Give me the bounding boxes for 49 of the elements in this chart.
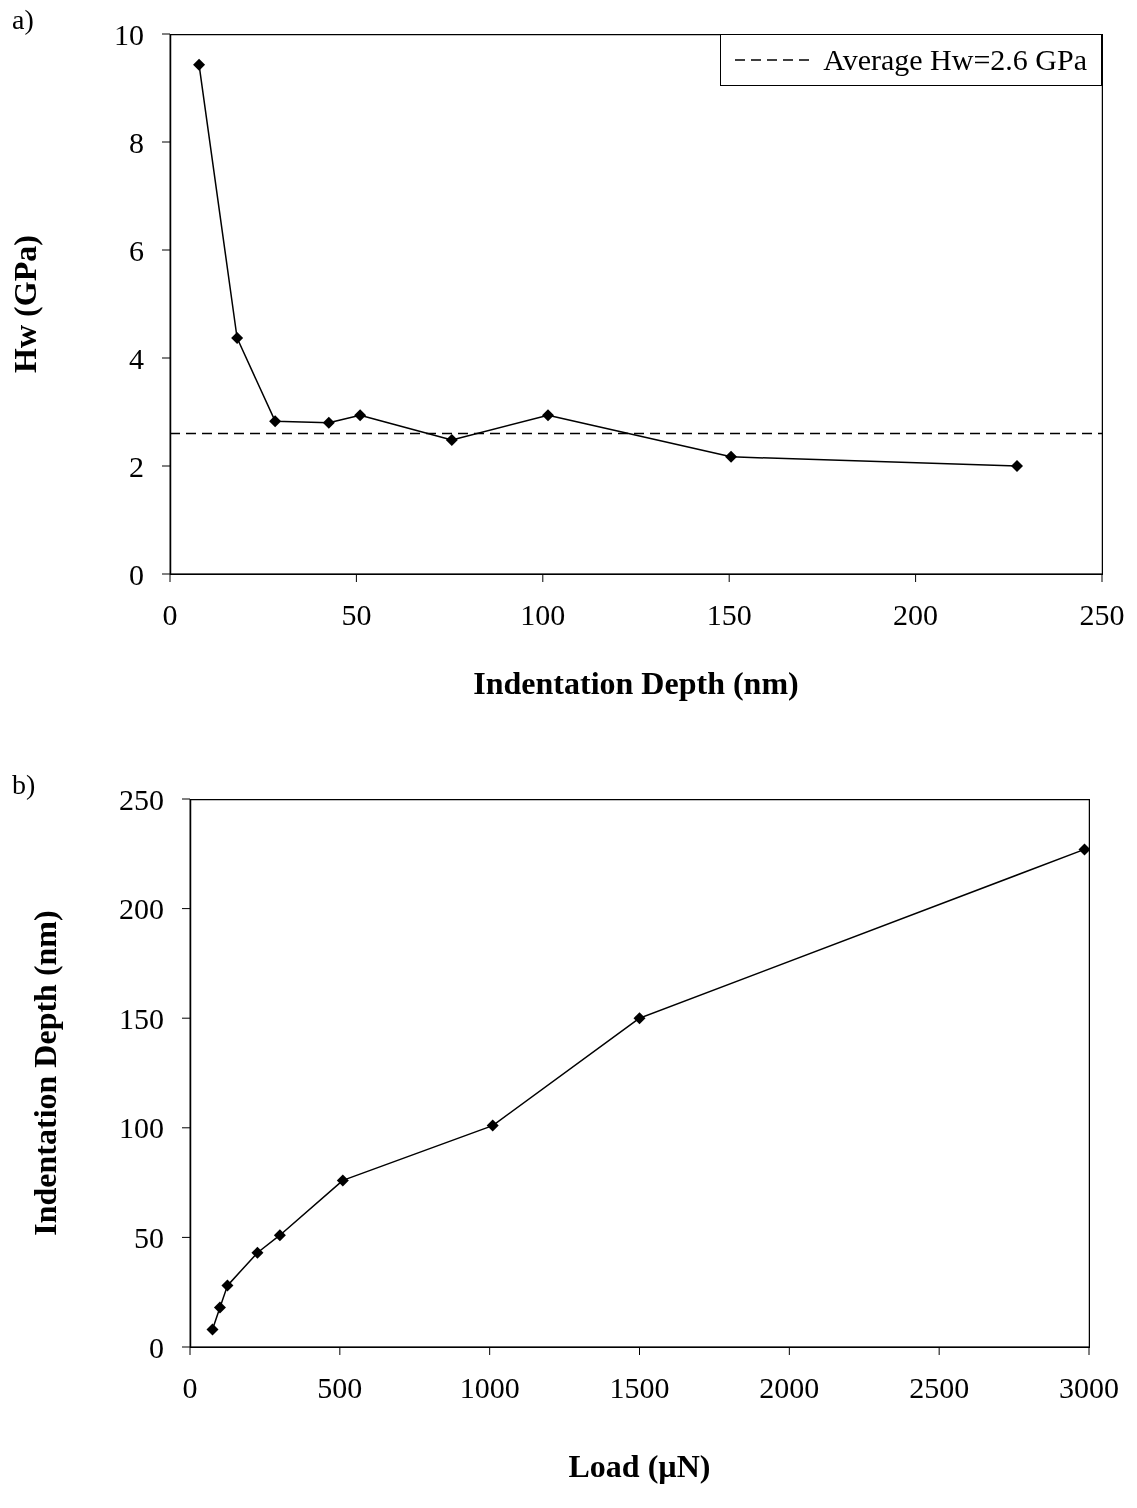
point bbox=[445, 434, 458, 447]
y-axis-title: Indentation Depth (nm) bbox=[27, 910, 64, 1236]
point bbox=[269, 415, 282, 428]
y-tick-label: 0 bbox=[129, 557, 144, 591]
y-tick-label: 200 bbox=[119, 892, 164, 926]
x-tick-label: 250 bbox=[1079, 598, 1125, 632]
legend-label: Average Hw=2.6 GPa bbox=[823, 43, 1087, 77]
point bbox=[273, 1229, 286, 1242]
x-tick-label: 1500 bbox=[609, 1371, 670, 1405]
x-tick-label: 500 bbox=[317, 1371, 363, 1405]
y-tick-label: 50 bbox=[134, 1221, 164, 1255]
x-tick-label: 200 bbox=[893, 598, 939, 632]
x-axis-title: Indentation Depth (nm) bbox=[473, 665, 799, 701]
point bbox=[206, 1323, 219, 1336]
y-tick-label: 150 bbox=[119, 1001, 164, 1035]
x-tick-label: 2000 bbox=[759, 1371, 820, 1405]
x-tick-label: 100 bbox=[520, 598, 566, 632]
point bbox=[251, 1246, 264, 1259]
y-tick-label: 2 bbox=[129, 449, 144, 483]
y-axis-title: Hw (GPa) bbox=[7, 235, 44, 373]
point bbox=[725, 450, 738, 463]
x-tick-label: 0 bbox=[182, 1371, 198, 1405]
x-tick-label: 2500 bbox=[909, 1371, 970, 1405]
point bbox=[1078, 843, 1089, 856]
y-tick-label: 100 bbox=[119, 1111, 164, 1145]
text: a) bbox=[12, 4, 34, 36]
x-tick-label: 150 bbox=[706, 598, 752, 632]
text: b) bbox=[12, 769, 36, 801]
point bbox=[1011, 460, 1023, 472]
y-tick-label: 250 bbox=[119, 782, 164, 816]
point bbox=[221, 1279, 234, 1292]
point bbox=[336, 1174, 349, 1187]
x-axis-title: Load (µN) bbox=[568, 1448, 711, 1484]
point bbox=[633, 1012, 646, 1025]
x-tick-label: 50 bbox=[341, 598, 372, 632]
x-tick-label: 1000 bbox=[459, 1371, 520, 1405]
y-tick-label: 6 bbox=[129, 233, 144, 267]
point bbox=[354, 409, 367, 422]
point bbox=[322, 416, 335, 429]
point bbox=[231, 332, 244, 345]
y-tick-label: 8 bbox=[129, 125, 144, 159]
y-tick-label: 4 bbox=[129, 341, 144, 375]
x-tick-label: 3000 bbox=[1059, 1371, 1119, 1405]
y-tick-label: 10 bbox=[114, 17, 144, 51]
point bbox=[486, 1119, 499, 1132]
point bbox=[193, 58, 206, 71]
point bbox=[213, 1301, 226, 1314]
point bbox=[542, 409, 555, 422]
y-tick-label: 0 bbox=[149, 1330, 164, 1364]
